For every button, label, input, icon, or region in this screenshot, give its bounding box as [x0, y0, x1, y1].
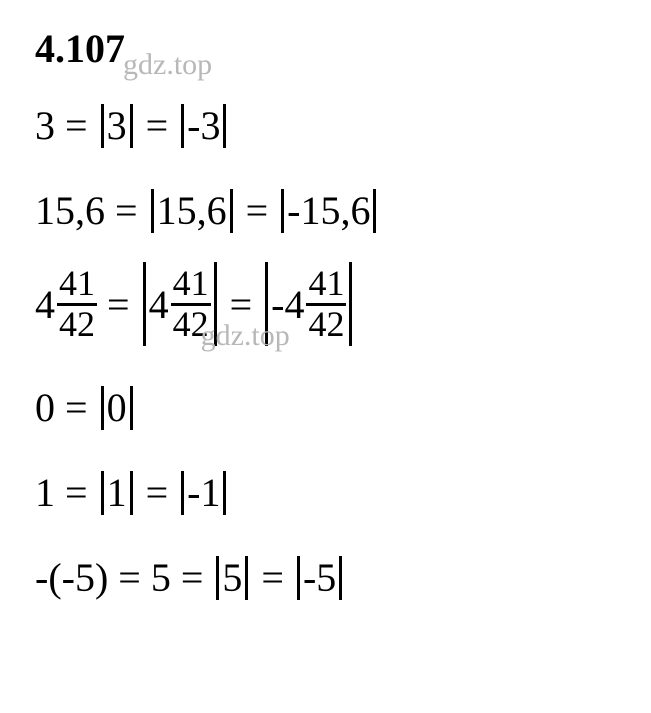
equals-sign: = — [65, 384, 88, 431]
fraction: 41 42 gdz.top — [171, 265, 211, 344]
abs-expr: -5 — [294, 554, 345, 601]
fraction-denominator: 42 — [171, 303, 211, 344]
fraction-numerator: 41 — [57, 265, 97, 303]
abs-bar-icon — [223, 471, 226, 515]
abs-value: 15,6 — [157, 187, 227, 234]
abs-expr: 15,6 — [148, 187, 236, 234]
abs-bar-icon — [130, 471, 133, 515]
mid-value: 5 — [151, 554, 171, 601]
abs-expr: 5 — [213, 554, 251, 601]
abs-bar-icon — [130, 104, 133, 148]
abs-value: -15,6 — [287, 187, 370, 234]
mixed-fraction: 4 41 42 gdz.top — [149, 265, 211, 344]
equation-line-5: 1 = 1 = -1 — [35, 469, 616, 516]
abs-value: -1 — [187, 469, 220, 516]
fraction-integer: 4 — [149, 281, 169, 328]
fraction: 41 42 — [306, 265, 346, 344]
abs-bar-icon — [101, 104, 104, 148]
abs-value: 0 — [107, 384, 127, 431]
abs-expr: 1 — [98, 469, 136, 516]
lhs-value: 0 — [35, 384, 55, 431]
abs-bar-icon — [281, 189, 284, 233]
equals-sign: = — [65, 102, 88, 149]
fraction-numerator: 41 — [171, 265, 211, 303]
abs-expr: 4 41 42 gdz.top — [140, 262, 220, 346]
fraction-denominator: 42 — [57, 303, 97, 344]
equation-line-1: 3 = 3 = -3 — [35, 102, 616, 149]
equals-sign: = — [65, 469, 88, 516]
abs-bar-icon — [181, 104, 184, 148]
abs-value: 1 — [107, 469, 127, 516]
negative-sign: - — [271, 281, 284, 328]
equation-line-4: 0 = 0 — [35, 384, 616, 431]
abs-bar-icon — [101, 471, 104, 515]
abs-value: 5 — [222, 554, 242, 601]
abs-value: -3 — [187, 102, 220, 149]
abs-value: -5 — [303, 554, 336, 601]
equation-line-6: -(-5) = 5 = 5 = -5 — [35, 554, 616, 601]
fraction: 41 42 — [57, 265, 97, 344]
equals-sign: = — [146, 469, 169, 516]
mixed-fraction: 4 41 42 — [284, 265, 346, 344]
equals-sign: = — [246, 187, 269, 234]
lhs-value: 1 — [35, 469, 55, 516]
equals-sign: = — [118, 554, 141, 601]
abs-bar-icon — [373, 189, 376, 233]
abs-bar-icon — [349, 262, 352, 346]
equation-line-3: 4 41 42 = 4 41 42 gdz.top = - — [35, 262, 616, 346]
equation-line-2: 15,6 = 15,6 = -15,6 — [35, 187, 616, 234]
equals-sign: = — [107, 281, 130, 328]
lhs-value: 3 — [35, 102, 55, 149]
lhs-value: -(-5) — [35, 554, 108, 601]
exercise-container: 4.107gdz.top 3 = 3 = -3 15,6 = 15,6 = -1… — [35, 25, 616, 601]
abs-bar-icon — [181, 471, 184, 515]
abs-expr: -15,6 — [278, 187, 379, 234]
fraction-numerator: 41 — [306, 265, 346, 303]
equals-sign: = — [230, 281, 253, 328]
abs-bar-icon — [230, 189, 233, 233]
abs-expr: - 4 41 42 — [262, 262, 355, 346]
abs-expr: -1 — [178, 469, 229, 516]
mixed-fraction: 4 41 42 — [35, 265, 97, 344]
abs-expr: 0 — [98, 384, 136, 431]
equals-sign: = — [146, 102, 169, 149]
abs-bar-icon — [245, 556, 248, 600]
abs-bar-icon — [214, 262, 217, 346]
equals-sign: = — [115, 187, 138, 234]
equals-sign: = — [261, 554, 284, 601]
title-row: 4.107gdz.top — [35, 25, 616, 72]
abs-expr: 3 — [98, 102, 136, 149]
abs-bar-icon — [265, 262, 268, 346]
fraction-denominator: 42 — [306, 303, 346, 344]
equals-sign: = — [181, 554, 204, 601]
watermark-top: gdz.top — [123, 48, 212, 81]
exercise-number: 4.107 — [35, 25, 125, 72]
abs-bar-icon — [143, 262, 146, 346]
abs-bar-icon — [297, 556, 300, 600]
abs-bar-icon — [101, 386, 104, 430]
abs-bar-icon — [216, 556, 219, 600]
fraction-integer: 4 — [35, 281, 55, 328]
abs-bar-icon — [339, 556, 342, 600]
fraction-integer: 4 — [284, 281, 304, 328]
lhs-value: 15,6 — [35, 187, 105, 234]
abs-bar-icon — [130, 386, 133, 430]
abs-expr: -3 — [178, 102, 229, 149]
abs-bar-icon — [151, 189, 154, 233]
abs-bar-icon — [223, 104, 226, 148]
abs-value: 3 — [107, 102, 127, 149]
